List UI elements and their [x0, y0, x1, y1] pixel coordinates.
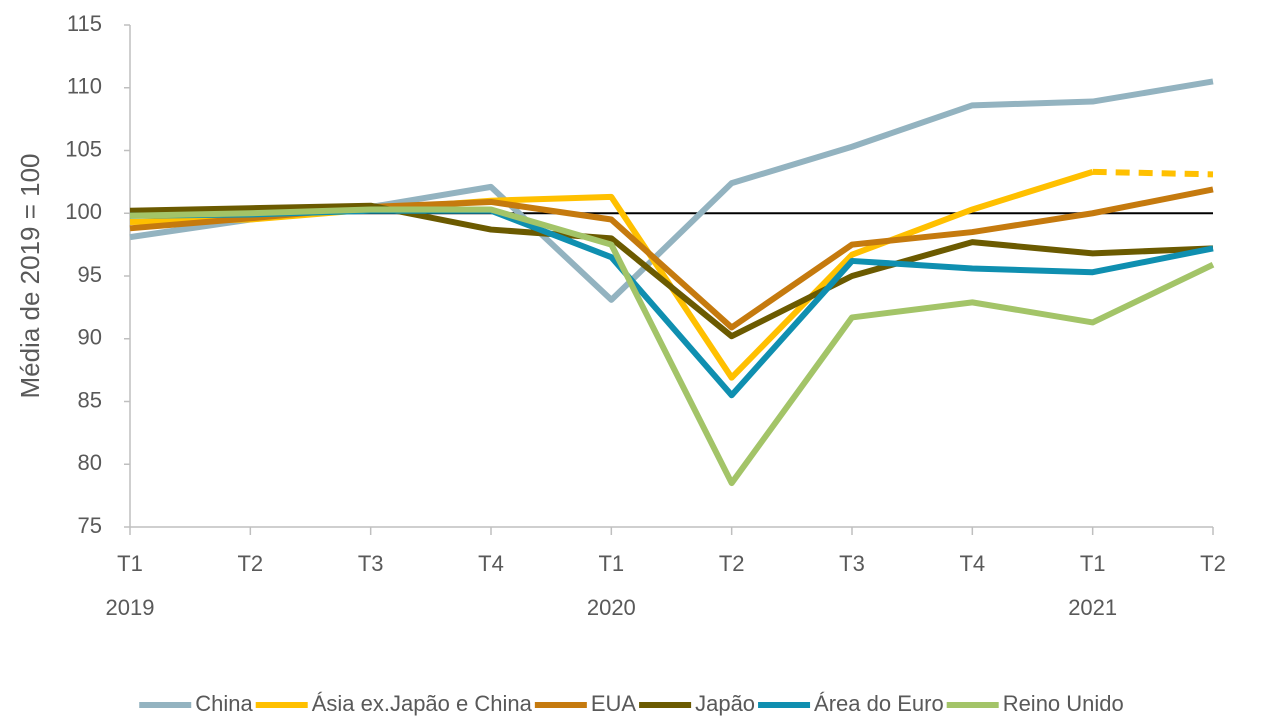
- series-line: [129, 78, 1214, 303]
- series-line: [129, 202, 1214, 340]
- x-group-label: 2020: [587, 595, 636, 620]
- x-tick-label: T3: [358, 551, 384, 576]
- legend-label: Reino Unido: [1003, 691, 1124, 716]
- x-group-label: 2019: [106, 595, 155, 620]
- x-tick-label: T4: [478, 551, 504, 576]
- series-line: [1092, 168, 1214, 178]
- y-tick-label: 100: [65, 199, 102, 224]
- x-tick-label: T1: [117, 551, 143, 576]
- y-tick-label: 95: [78, 262, 102, 287]
- x-tick-label: T2: [1200, 551, 1226, 576]
- x-tick-label: T4: [959, 551, 985, 576]
- x-tick-label: T1: [598, 551, 624, 576]
- legend-label: EUA: [591, 691, 637, 716]
- x-tick-label: T3: [839, 551, 865, 576]
- y-tick-label: 115: [67, 11, 102, 36]
- y-tick-label: 75: [78, 513, 102, 538]
- y-tick-label: 110: [67, 74, 102, 99]
- series-line: [129, 206, 1215, 487]
- y-axis-label: Média de 2019 = 100: [15, 153, 45, 398]
- legend-label: Japão: [695, 691, 755, 716]
- y-tick-label: 80: [78, 450, 102, 475]
- x-tick-label: T2: [237, 551, 263, 576]
- x-tick-label: T1: [1080, 551, 1106, 576]
- series-line: [129, 168, 1094, 381]
- legend-label: Área do Euro: [814, 691, 944, 716]
- x-tick-label: T2: [719, 551, 745, 576]
- legend-label: China: [195, 691, 253, 716]
- y-tick-label: 85: [78, 387, 102, 412]
- legend-label: Ásia ex.Japão e China: [312, 691, 533, 716]
- y-tick-label: 105: [65, 136, 102, 161]
- y-tick-label: 90: [78, 325, 102, 350]
- x-group-label: 2021: [1068, 595, 1117, 620]
